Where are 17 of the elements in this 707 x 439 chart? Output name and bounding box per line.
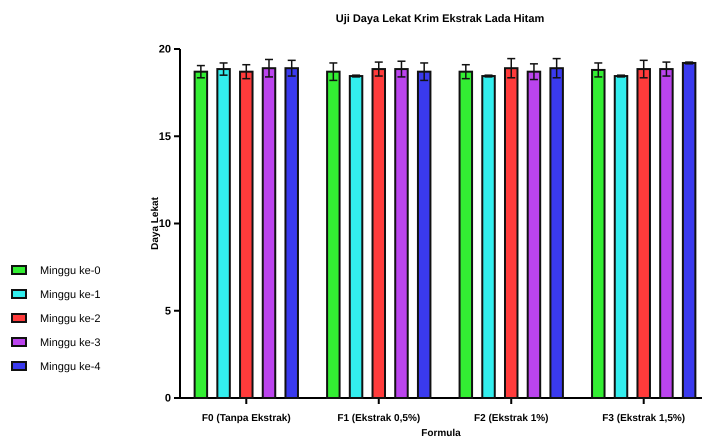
y-tick-label: 5 [164, 305, 171, 318]
legend-label: Minggu ke-1 [40, 289, 101, 301]
x-tick-label: F1 (Ekstrak 0,5%) [337, 413, 420, 424]
legend-label: Minggu ke-2 [40, 313, 101, 325]
y-tick-label: 0 [164, 392, 171, 405]
legend-label: Minggu ke-0 [40, 265, 101, 277]
y-tick-label: 15 [158, 130, 171, 143]
x-tick-label: F3 (Ekstrak 1,5%) [602, 413, 686, 424]
x-tick-label: F2 (Ekstrak 1%) [474, 413, 548, 424]
chart-title: Uji Daya Lekat Krim Ekstrak Lada Hitam [336, 13, 544, 25]
x-axis-title: Formula [421, 428, 462, 439]
x-tick-label: F0 (Tanpa Ekstrak) [202, 413, 291, 424]
legend-label: Minggu ke-4 [40, 361, 101, 373]
legend-label: Minggu ke-3 [40, 337, 101, 349]
y-axis-title: Daya Lekat [150, 196, 161, 250]
y-tick-label: 10 [158, 218, 171, 230]
y-tick-label: 20 [158, 44, 171, 56]
